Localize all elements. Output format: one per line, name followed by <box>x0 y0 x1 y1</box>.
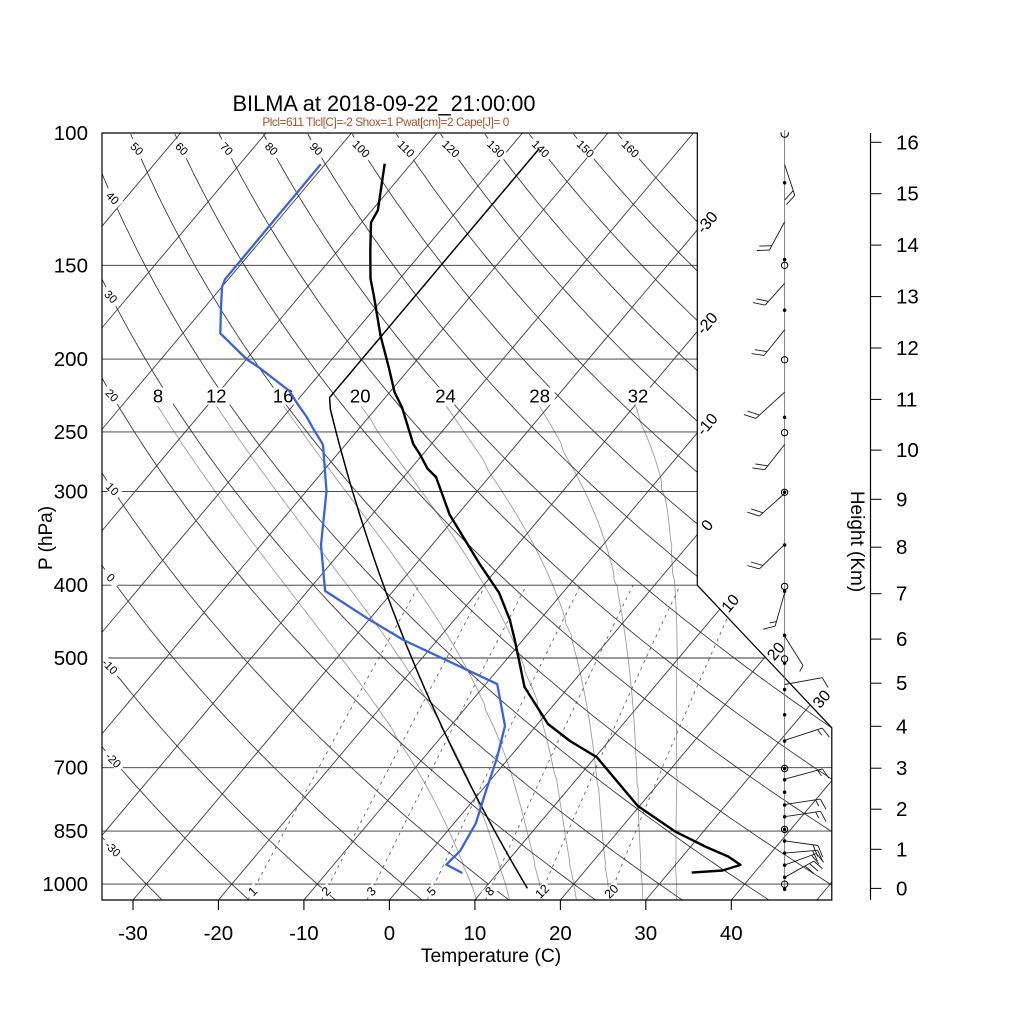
svg-text:P (hPa): P (hPa) <box>36 506 57 570</box>
svg-text:20: 20 <box>549 922 572 945</box>
svg-text:1: 1 <box>896 838 907 861</box>
svg-text:150: 150 <box>54 254 88 277</box>
svg-text:Height (Km): Height (Km) <box>846 491 867 592</box>
svg-text:4: 4 <box>896 715 907 738</box>
svg-text:200: 200 <box>54 348 88 371</box>
svg-text:2: 2 <box>896 798 907 821</box>
svg-text:32: 32 <box>628 385 649 406</box>
svg-text:100: 100 <box>54 122 88 145</box>
svg-text:30: 30 <box>634 922 657 945</box>
svg-text:700: 700 <box>54 757 88 780</box>
svg-text:40: 40 <box>720 922 743 945</box>
svg-text:16: 16 <box>896 131 919 154</box>
svg-text:Plcl=611 Tlcl[C]=-2 Shox=1 Pwa: Plcl=611 Tlcl[C]=-2 Shox=1 Pwat[cm]=2 Ca… <box>262 115 509 129</box>
svg-text:0: 0 <box>384 922 395 945</box>
svg-text:Temperature (C): Temperature (C) <box>421 946 561 967</box>
svg-text:7: 7 <box>896 583 907 606</box>
svg-text:20: 20 <box>350 385 371 406</box>
svg-text:8: 8 <box>153 385 163 406</box>
svg-text:11: 11 <box>896 388 917 411</box>
svg-text:-30: -30 <box>118 922 148 945</box>
svg-text:8: 8 <box>896 536 907 559</box>
svg-text:10: 10 <box>463 922 486 945</box>
svg-text:250: 250 <box>54 421 88 444</box>
svg-text:10: 10 <box>896 439 919 462</box>
svg-text:9: 9 <box>896 488 907 511</box>
svg-text:5: 5 <box>896 672 907 695</box>
svg-text:15: 15 <box>896 183 919 206</box>
svg-text:BILMA at 2018-09-22_21:00:00: BILMA at 2018-09-22_21:00:00 <box>233 91 536 116</box>
svg-text:1000: 1000 <box>42 873 88 896</box>
svg-text:-20: -20 <box>204 922 234 945</box>
svg-text:16: 16 <box>273 385 294 406</box>
svg-text:12: 12 <box>896 337 919 360</box>
svg-text:850: 850 <box>54 820 88 843</box>
svg-text:24: 24 <box>435 385 456 406</box>
svg-text:6: 6 <box>896 628 907 651</box>
svg-text:0: 0 <box>896 877 907 900</box>
svg-text:3: 3 <box>896 757 907 780</box>
svg-text:28: 28 <box>529 385 550 406</box>
svg-text:-10: -10 <box>289 922 319 945</box>
svg-text:300: 300 <box>54 480 88 503</box>
svg-text:400: 400 <box>54 574 88 597</box>
svg-text:500: 500 <box>54 647 88 670</box>
svg-text:13: 13 <box>896 286 919 309</box>
svg-text:12: 12 <box>206 385 227 406</box>
svg-text:14: 14 <box>896 234 919 257</box>
